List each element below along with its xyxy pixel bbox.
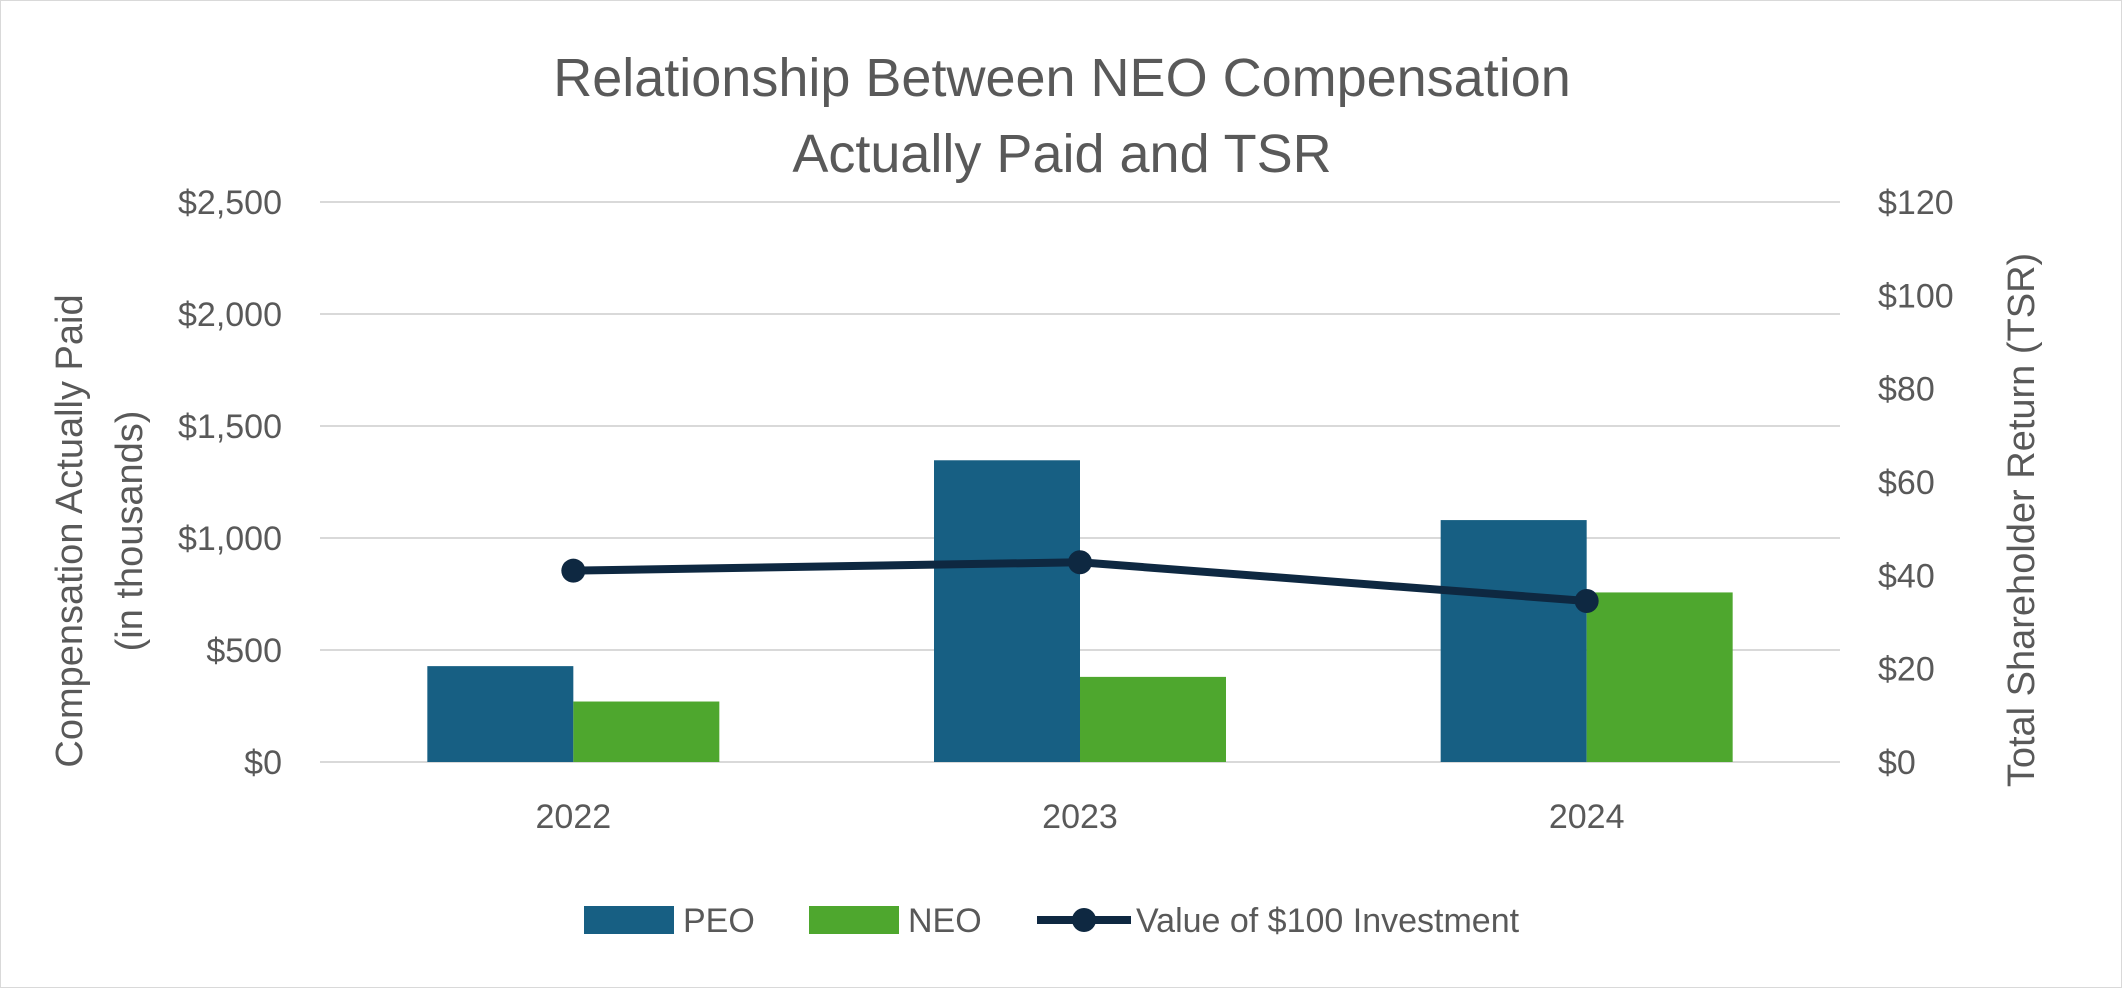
legend-item-peo: PEO — [584, 902, 755, 940]
y-axis-left-title-line-1: Compensation Actually Paid — [49, 294, 91, 767]
y-right-tick-label: $60 — [1878, 464, 1935, 502]
y-axis-right-title-text: Total Shareholder Return (TSR) — [2001, 253, 2043, 787]
tsr-point-2022 — [561, 558, 586, 583]
bar-neo-2022 — [573, 701, 720, 762]
y-right-tick-label: $100 — [1878, 277, 1954, 315]
legend-swatch-marker — [1072, 908, 1096, 932]
line-series — [561, 550, 1599, 613]
legend-swatch — [809, 906, 899, 934]
y-left-tick-label: $500 — [206, 632, 282, 670]
chart-title-line-2: Actually Paid and TSR — [792, 124, 1331, 184]
x-axis-ticks: 2022 2023 2024 — [536, 798, 1625, 836]
y-left-tick-label: $2,500 — [178, 184, 282, 222]
y-left-tick-label: $1,000 — [178, 520, 282, 558]
y-right-tick-label: $80 — [1878, 371, 1935, 409]
y-axis-left-title-line-2: (in thousands) — [109, 411, 151, 652]
y-right-tick-label: $40 — [1878, 557, 1935, 595]
legend-swatch — [584, 906, 674, 934]
y-left-tick-label: $1,500 — [178, 408, 282, 446]
y-right-tick-label: $0 — [1878, 744, 1916, 782]
legend-label: NEO — [908, 902, 982, 940]
y-left-tick-label: $2,000 — [178, 296, 282, 334]
x-tick-label: 2022 — [536, 798, 612, 836]
bar-peo-2024 — [1440, 520, 1587, 762]
chart-title-line-1: Relationship Between NEO Compensation — [553, 48, 1571, 108]
legend: PEO NEO Value of $100 Investment — [584, 902, 1520, 940]
y-axis-right-ticks: $0 $20 $40 $60 $80 $100 $120 — [1878, 184, 1954, 782]
legend-item-neo: NEO — [809, 902, 982, 940]
legend-label: Value of $100 Investment — [1136, 902, 1520, 940]
y-right-tick-label: $20 — [1878, 651, 1935, 689]
tsr-point-2023 — [1068, 550, 1092, 575]
legend-label: PEO — [683, 902, 755, 940]
bar-peo-2023 — [934, 460, 1080, 762]
y-right-tick-label: $120 — [1878, 184, 1954, 222]
y-axis-right-title: Total Shareholder Return (TSR) — [2001, 253, 2043, 787]
y-axis-left-title: Compensation Actually Paid (in thousands… — [49, 294, 151, 767]
y-left-tick-label: $0 — [244, 744, 282, 782]
y-axis-left-ticks: $0 $500 $1,000 $1,500 $2,000 $2,500 — [178, 184, 282, 782]
bar-peo-2022 — [427, 666, 574, 762]
tsr-point-2024 — [1574, 589, 1599, 613]
bar-neo-2023 — [1080, 676, 1226, 762]
bar-series — [427, 460, 1733, 762]
bar-neo-2024 — [1586, 592, 1733, 762]
x-tick-label: 2023 — [1042, 798, 1118, 836]
x-tick-label: 2024 — [1549, 798, 1625, 836]
legend-item-value-of-100-investment: Value of $100 Investment — [1037, 902, 1520, 940]
chart-title: Relationship Between NEO Compensation Ac… — [553, 48, 1571, 184]
